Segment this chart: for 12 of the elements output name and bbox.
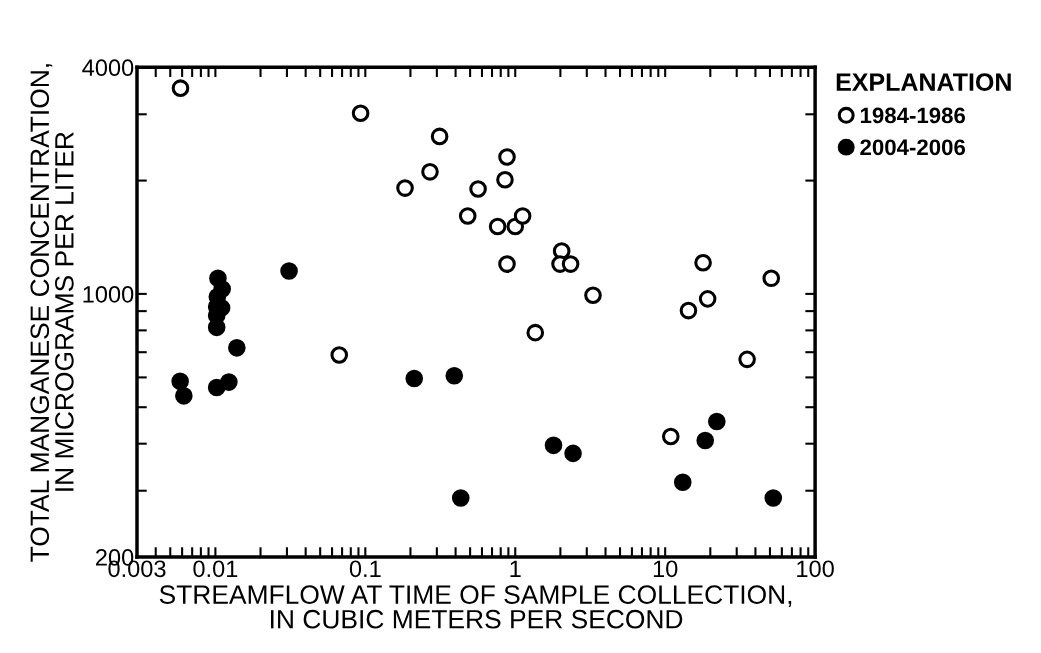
- x-axis-title: STREAMFLOW AT TIME OF SAMPLE COLLECTION, IN CUBIC METERS PER SECOND: [159, 585, 792, 629]
- x-tick-label: 0.1: [349, 560, 381, 578]
- legend-label: 2004-2006: [860, 139, 966, 156]
- y-tick-label: 4000: [82, 59, 134, 77]
- x-tick-label: 1: [510, 560, 521, 577]
- x-tick-label: 0.01: [193, 560, 238, 578]
- y-axis-title: TOTAL MANGANESE CONCENTRATION, IN MICROGRAMS PER LITER: [30, 64, 74, 562]
- legend-title: EXPLANATION: [836, 73, 1011, 91]
- x-tick-label: 100: [797, 560, 834, 578]
- y-tick-label: 1000: [83, 285, 134, 303]
- legend-label: 1984-1986: [860, 107, 966, 124]
- x-tick-label: 10: [653, 560, 678, 578]
